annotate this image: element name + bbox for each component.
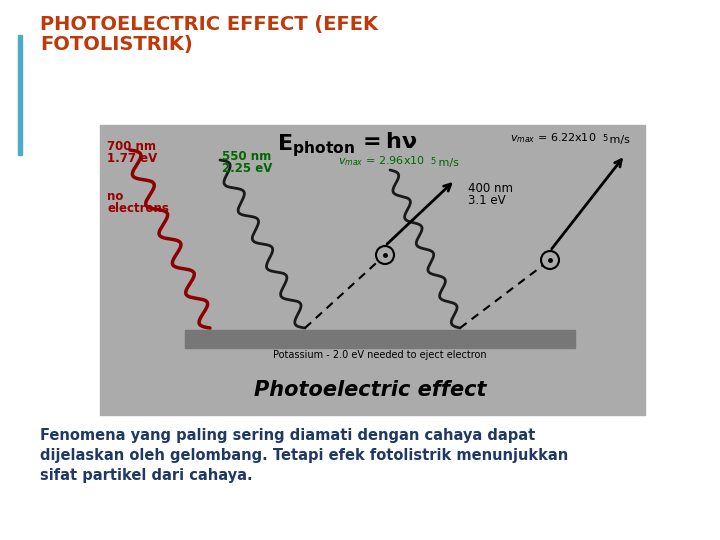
Bar — [185, 330, 575, 348]
Text: 1.77 eV: 1.77 eV — [107, 152, 157, 165]
Text: $v_{max}$ = 2.96x10: $v_{max}$ = 2.96x10 — [338, 154, 425, 168]
Text: 5: 5 — [602, 134, 607, 143]
Text: sifat partikel dari cahaya.: sifat partikel dari cahaya. — [40, 468, 253, 483]
Text: m/s: m/s — [435, 158, 459, 168]
Text: Fenomena yang paling sering diamati dengan cahaya dapat: Fenomena yang paling sering diamati deng… — [40, 428, 535, 443]
Text: $v_{max}$ = 6.22x10: $v_{max}$ = 6.22x10 — [510, 131, 596, 145]
Text: no: no — [107, 190, 123, 203]
Text: dijelaskan oleh gelombang. Tetapi efek fotolistrik menunjukkan: dijelaskan oleh gelombang. Tetapi efek f… — [40, 448, 568, 463]
Circle shape — [376, 246, 394, 264]
Text: $\mathbf{E_{photon}}$: $\mathbf{E_{photon}}$ — [276, 132, 355, 159]
Bar — [100, 125, 645, 415]
Text: 400 nm: 400 nm — [468, 182, 513, 195]
Text: electrons: electrons — [107, 202, 169, 215]
Text: 700 nm: 700 nm — [107, 140, 156, 153]
Text: Potassium - 2.0 eV needed to eject electron: Potassium - 2.0 eV needed to eject elect… — [273, 350, 487, 360]
Text: 2.25 eV: 2.25 eV — [222, 162, 272, 175]
Text: 3.1 eV: 3.1 eV — [468, 194, 505, 207]
Text: 550 nm: 550 nm — [222, 150, 271, 163]
Text: FOTOLISTRIK): FOTOLISTRIK) — [40, 35, 193, 54]
Circle shape — [541, 251, 559, 269]
Text: Photoelectric effect: Photoelectric effect — [253, 380, 486, 400]
Text: 5: 5 — [430, 157, 436, 166]
Text: $\mathbf{= h\nu}$: $\mathbf{= h\nu}$ — [358, 132, 418, 152]
Bar — [18, 35, 22, 155]
Text: m/s: m/s — [606, 135, 630, 145]
Text: PHOTOELECTRIC EFFECT (EFEK: PHOTOELECTRIC EFFECT (EFEK — [40, 15, 378, 34]
